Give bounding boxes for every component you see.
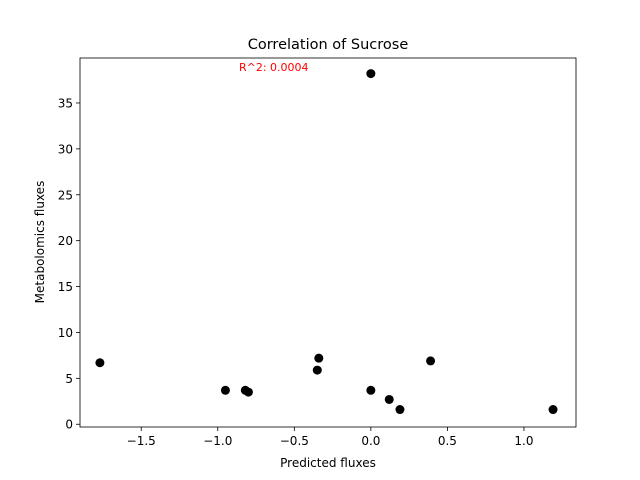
x-tick-label: 1.0 [514, 434, 533, 448]
y-tick-label: 20 [58, 234, 73, 248]
data-point [220, 385, 230, 395]
data-point [426, 356, 436, 366]
data-point [548, 405, 558, 415]
x-tick-label: −1.5 [127, 434, 156, 448]
y-axis-label: Metabolomics fluxes [33, 181, 47, 304]
x-tick-label: 0.5 [438, 434, 457, 448]
x-tick-label: 0.0 [361, 434, 380, 448]
y-tick-label: 5 [65, 372, 73, 386]
r-squared-annotation: R^2: 0.0004 [239, 61, 309, 74]
chart-title: Correlation of Sucrose [248, 37, 409, 53]
y-tick-label: 35 [58, 96, 73, 110]
data-point [366, 69, 376, 79]
y-tick-label: 30 [58, 142, 73, 156]
data-point [314, 353, 324, 363]
data-point [395, 405, 405, 415]
data-point [384, 394, 394, 404]
x-tick-label: −1.0 [203, 434, 232, 448]
data-point [243, 387, 253, 397]
x-axis-label: Predicted fluxes [280, 456, 376, 470]
data-point [95, 358, 105, 368]
y-tick-label: 10 [58, 326, 73, 340]
x-tick-label: −0.5 [280, 434, 309, 448]
y-tick-label: 0 [65, 418, 73, 432]
data-point [312, 365, 322, 375]
data-point [366, 385, 376, 395]
y-tick-label: 15 [58, 280, 73, 294]
axes-frame [79, 57, 577, 428]
y-tick-label: 25 [58, 188, 73, 202]
plot-area: −1.5 −1.0 −0.5 0.0 0.5 1.0 0 5 10 15 20 25 30 35 [58, 57, 577, 448]
